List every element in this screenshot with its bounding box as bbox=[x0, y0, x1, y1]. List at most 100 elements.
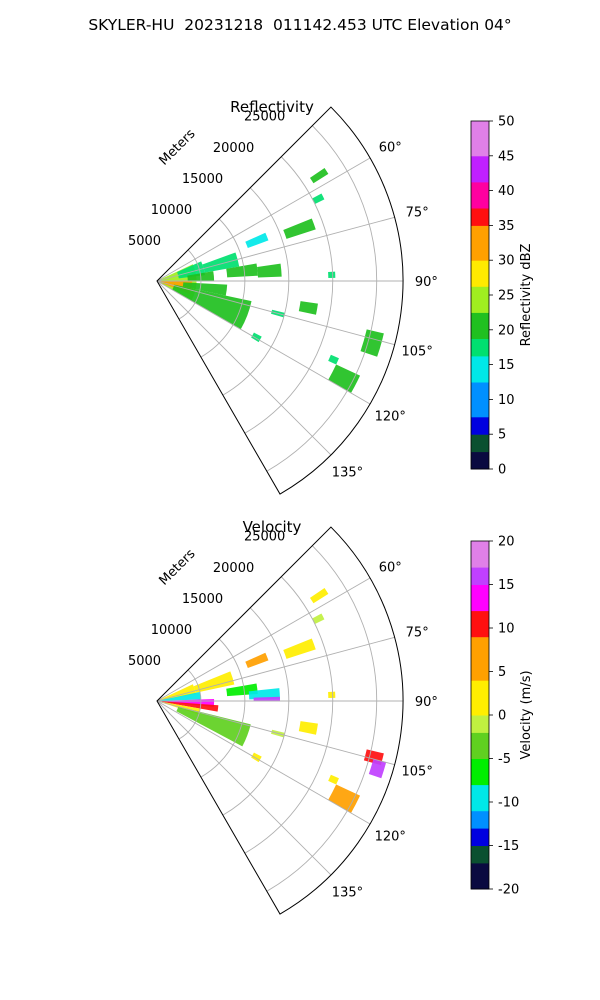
velocity-colorbar-segment-11 bbox=[471, 784, 489, 794]
velocity-colorbar-segment-3 bbox=[471, 854, 489, 864]
velocity-radial-tick-label-3: 20000 bbox=[213, 561, 254, 576]
velocity-colorbar-segment-12 bbox=[471, 775, 489, 786]
reflectivity-colorbar-segment-8 bbox=[471, 390, 489, 400]
reflectivity-colorbar-tick-label-7: 35 bbox=[498, 219, 515, 234]
velocity-azimuth-tick-label-5: 135° bbox=[332, 885, 363, 900]
reflectivity-panel: Reflectivity Meters 60° 75° 90° 105° 120° 135… bbox=[128, 98, 534, 495]
reflectivity-azimuth-spoke-0 bbox=[156, 157, 371, 282]
velocity-colorbar-segment-24 bbox=[471, 671, 489, 681]
reflectivity-colorbar-segment-27 bbox=[471, 225, 489, 235]
reflectivity-range-ring-4 bbox=[266, 125, 378, 472]
velocity-range-ring-0 bbox=[178, 669, 202, 740]
velocity-colorbar-tick-label-3: -5 bbox=[498, 752, 511, 767]
velocity-labels: Velocity Meters 60° 75° 90° 105° 120° 135° 500… bbox=[128, 518, 438, 900]
reflectivity-echo-9 bbox=[245, 232, 269, 248]
reflectivity-colorbar-tick-label-2: 10 bbox=[498, 393, 515, 408]
velocity-colorbar: -20 -15 -10 -5 0 5 10 15 20 Velocity (m/s) bbox=[470, 535, 534, 898]
velocity-colorbar-tick-label-4: 0 bbox=[498, 709, 506, 724]
reflectivity-azimuth-tick-label-0: 60° bbox=[379, 140, 402, 155]
velocity-azimuth-tick-label-0: 60° bbox=[379, 560, 402, 575]
reflectivity-range-ring-0 bbox=[178, 249, 202, 320]
reflectivity-colorbar-segment-15 bbox=[471, 329, 489, 339]
reflectivity-colorbar-segment-32 bbox=[471, 181, 489, 192]
velocity-colorbar-segment-30 bbox=[471, 619, 489, 629]
reflectivity-azimuth-spoke-5 bbox=[156, 280, 332, 456]
reflectivity-colorbar-segment-23 bbox=[471, 260, 489, 270]
reflectivity-echo-18 bbox=[328, 364, 361, 394]
reflectivity-colorbar-segment-11 bbox=[471, 364, 489, 374]
reflectivity-colorbar-segment-16 bbox=[471, 321, 489, 331]
velocity-colorbar-segment-35 bbox=[471, 575, 489, 585]
reflectivity-echo-7 bbox=[226, 263, 258, 278]
reflectivity-colorbar-tick-label-8: 40 bbox=[498, 184, 515, 199]
velocity-echo-0 bbox=[157, 684, 196, 701]
velocity-colorbar-segment-33 bbox=[471, 593, 489, 603]
velocity-colorbar-segment-31 bbox=[471, 610, 489, 620]
reflectivity-colorbar-segment-35 bbox=[471, 155, 489, 165]
reflectivity-azimuth-tick-label-2: 90° bbox=[415, 275, 438, 290]
velocity-azimuth-spoke-3 bbox=[156, 700, 395, 766]
reflectivity-echo-8 bbox=[257, 263, 282, 278]
reflectivity-colorbar-segment-34 bbox=[471, 164, 489, 174]
reflectivity-echo-13 bbox=[328, 271, 336, 279]
reflectivity-colorbar-segment-13 bbox=[471, 347, 489, 357]
velocity-azimuth-spoke-1 bbox=[156, 636, 395, 702]
velocity-radial-tick-label-1: 10000 bbox=[151, 623, 192, 638]
velocity-colorbar-segment-36 bbox=[471, 567, 489, 577]
velocity-range-ring-3 bbox=[244, 576, 334, 854]
velocity-colorbar-segment-38 bbox=[471, 549, 489, 559]
velocity-echo-6 bbox=[176, 706, 251, 747]
reflectivity-range-ring-3 bbox=[244, 156, 334, 434]
reflectivity-colorbar-segment-33 bbox=[471, 173, 489, 183]
reflectivity-colorbar-segment-9 bbox=[471, 382, 489, 392]
velocity-grid bbox=[156, 526, 404, 915]
reflectivity-echo-14 bbox=[298, 301, 318, 315]
velocity-colorbar-segment-5 bbox=[471, 836, 489, 846]
velocity-colorbar-segment-34 bbox=[471, 584, 489, 594]
reflectivity-radial-tick-label-1: 10000 bbox=[151, 203, 192, 218]
reflectivity-colorbar-segment-19 bbox=[471, 295, 489, 305]
reflectivity-echoes bbox=[157, 168, 384, 394]
reflectivity-colorbar-segment-31 bbox=[471, 190, 489, 200]
velocity-azimuth-tick-label-2: 90° bbox=[415, 695, 438, 710]
velocity-colorbar-segment-13 bbox=[471, 767, 489, 777]
reflectivity-echo-11 bbox=[309, 168, 329, 184]
velocity-azimuth-tick-label-1: 75° bbox=[406, 625, 429, 640]
reflectivity-colorbar-tick-label-9: 45 bbox=[498, 149, 515, 164]
figure-title: SKYLER-HU 20231218 011142.453 UTC Elevat… bbox=[88, 16, 512, 34]
velocity-azimuth-spoke-5 bbox=[156, 700, 332, 876]
velocity-azimuth-spoke-0 bbox=[156, 577, 371, 702]
velocity-echo-2 bbox=[157, 691, 201, 701]
reflectivity-radial-axis-label: Meters bbox=[157, 126, 199, 168]
velocity-colorbar-segment-21 bbox=[471, 697, 489, 707]
velocity-colorbar-segment-6 bbox=[471, 828, 489, 838]
velocity-colorbar-segment-27 bbox=[471, 645, 489, 655]
reflectivity-colorbar-segment-30 bbox=[471, 199, 489, 209]
reflectivity-colorbar-segment-10 bbox=[471, 373, 489, 383]
reflectivity-range-ring-2 bbox=[222, 187, 290, 396]
reflectivity-echo-5 bbox=[182, 282, 228, 296]
reflectivity-sector-border bbox=[156, 106, 404, 495]
reflectivity-colorbar: 0 5 10 15 20 25 30 35 40 45 50 Reflectivity dBZ bbox=[470, 115, 534, 478]
reflectivity-colorbar-segment-14 bbox=[471, 338, 489, 348]
reflectivity-echo-3 bbox=[202, 252, 240, 273]
reflectivity-colorbar-segment-12 bbox=[471, 355, 489, 366]
reflectivity-colorbar-tick-label-6: 30 bbox=[498, 254, 515, 269]
reflectivity-colorbar-segment-21 bbox=[471, 277, 489, 287]
reflectivity-colorbar-segment-36 bbox=[471, 147, 489, 157]
velocity-colorbar-segment-29 bbox=[471, 628, 489, 638]
velocity-colorbar-segment-19 bbox=[471, 715, 489, 725]
velocity-colorbar-segment-15 bbox=[471, 749, 489, 759]
velocity-colorbar-segment-8 bbox=[471, 810, 489, 820]
velocity-radial-tick-label-2: 15000 bbox=[182, 592, 223, 607]
velocity-colorbar-tick-label-1: -15 bbox=[498, 839, 519, 854]
reflectivity-colorbar-segment-2 bbox=[471, 442, 489, 453]
reflectivity-colorbar-segment-25 bbox=[471, 242, 489, 252]
velocity-range-ring-2 bbox=[222, 607, 290, 816]
velocity-azimuth-tick-label-4: 120° bbox=[375, 830, 406, 845]
reflectivity-colorbar-segment-6 bbox=[471, 408, 489, 418]
reflectivity-colorbar-segment-39 bbox=[471, 121, 489, 131]
reflectivity-colorbar-segment-26 bbox=[471, 234, 489, 244]
velocity-colorbar-segment-7 bbox=[471, 819, 489, 829]
